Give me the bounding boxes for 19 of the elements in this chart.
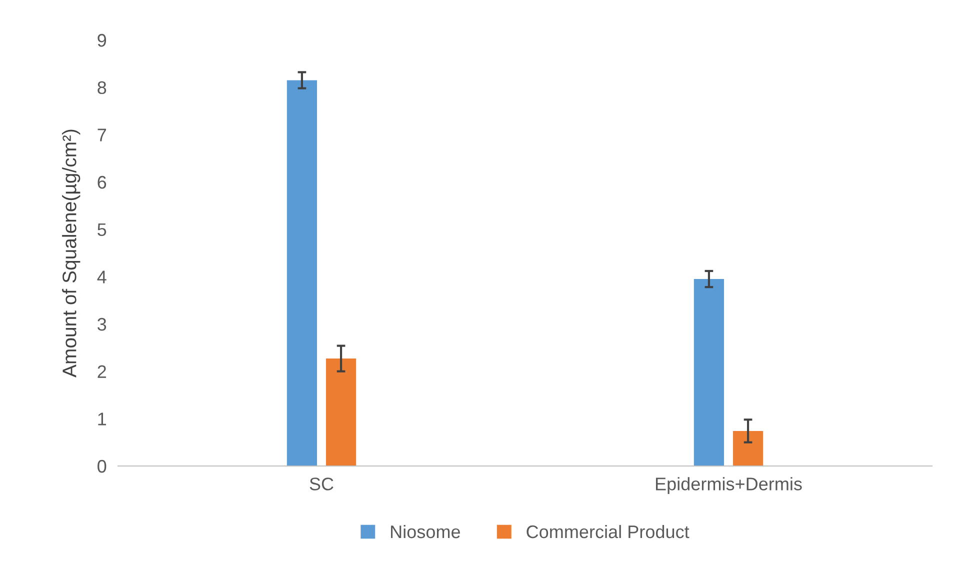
y-axis-title: Amount of Squalene(µg/cm²): [62, 130, 80, 378]
bar: [326, 358, 356, 466]
y-tick-label: 3: [98, 318, 106, 331]
x-tick-label: SC: [310, 478, 334, 490]
x-tick-label: Epidermis+Dermis: [656, 477, 802, 494]
y-tick-label: 2: [98, 365, 106, 378]
y-tick-label: 8: [98, 81, 106, 94]
bar: [732, 430, 764, 466]
legend-label: Niosome: [391, 524, 460, 538]
y-tick-label: 4: [97, 270, 106, 284]
bar: [286, 80, 318, 466]
y-tick-label: 0: [98, 460, 106, 473]
bar: [694, 279, 724, 466]
legend-label: Commercial Product: [526, 524, 690, 538]
y-tick-label: 5: [98, 223, 106, 236]
y-tick-label: 7: [98, 128, 106, 142]
y-tick-label: 1: [98, 412, 106, 426]
y-tick-label: 9: [98, 34, 106, 47]
y-tick-label: 6: [98, 176, 106, 189]
